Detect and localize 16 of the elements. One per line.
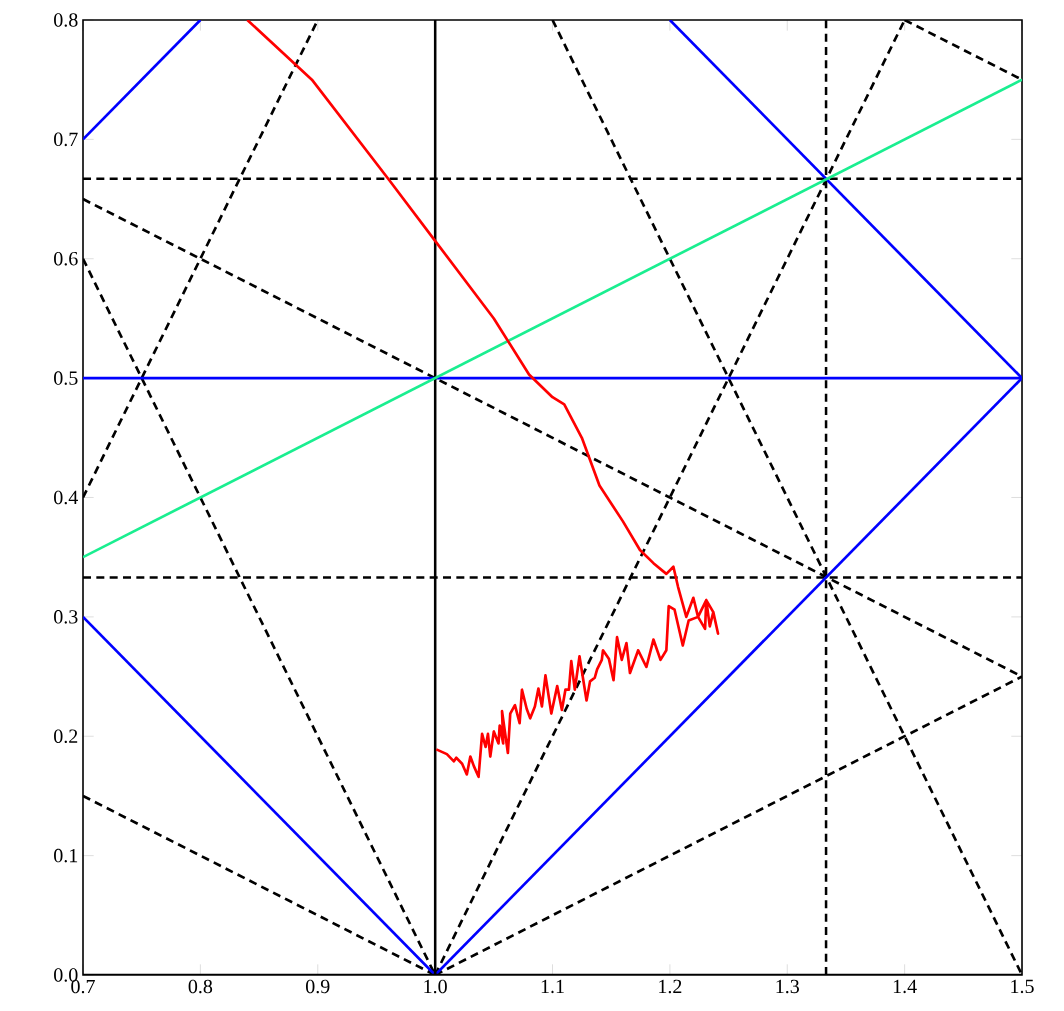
x-tick-label: 1.2 [659, 979, 682, 994]
y-tick-label: 0.4 [54, 490, 78, 505]
x-tick-label: 1.1 [541, 979, 564, 994]
x-tick-label: 1.5 [1011, 979, 1034, 994]
x-tick-label: 1.0 [424, 979, 447, 994]
x-tick-label: 0.9 [306, 979, 330, 994]
y-tick-label: 0.3 [54, 610, 78, 624]
x-tick-label: 1.3 [776, 979, 799, 994]
y-tick-label: 0.6 [54, 251, 78, 266]
x-tick-label: 1.4 [893, 979, 917, 994]
y-tick-label: 0.8 [54, 13, 78, 27]
y-tick-label: 0.1 [54, 848, 78, 863]
y-tick-label: 0.5 [54, 371, 78, 385]
y-tick-label: 0.2 [54, 729, 78, 744]
x-tick-label: 0.8 [188, 979, 213, 994]
y-tick-label: 0.7 [54, 132, 78, 147]
